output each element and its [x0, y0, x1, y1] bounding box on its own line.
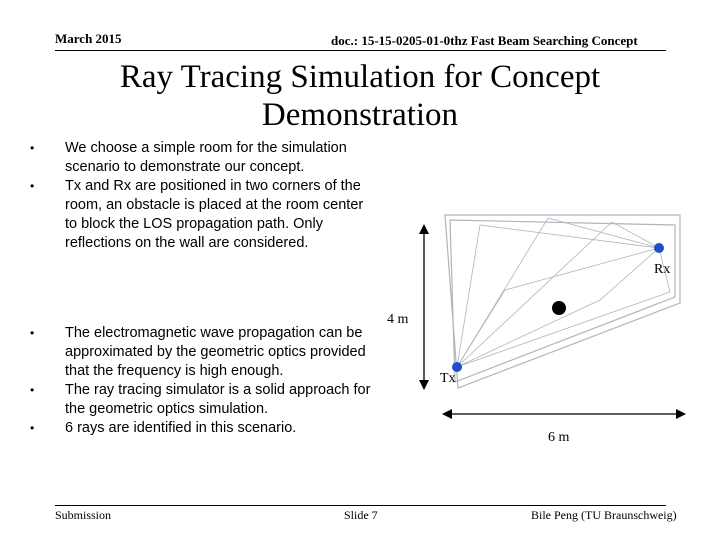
header-doc-id: doc.: 15-15-0205-01-0thz Fast Beam Searc… — [331, 33, 638, 48]
rx-label: Rx — [654, 262, 670, 277]
ray-path — [456, 247, 671, 368]
width-dimension — [442, 409, 686, 419]
bullet-text: The ray tracing simulator is a solid app… — [65, 382, 371, 417]
header-date: March 2015 — [55, 31, 122, 46]
bullet-item: • We choose a simple room for the simula… — [30, 139, 375, 177]
arrow-up-icon — [419, 224, 429, 234]
bullet-dot-icon: • — [30, 326, 35, 340]
ray-path — [456, 247, 660, 368]
ray-path — [456, 224, 660, 368]
ray-paths — [456, 217, 671, 368]
header-divider — [55, 50, 666, 51]
arrow-down-icon — [419, 380, 429, 390]
bullet-text: The electromagnetic wave propagation can… — [65, 325, 366, 379]
bullet-text: Tx and Rx are positioned in two corners … — [65, 178, 364, 251]
arrow-right-icon — [676, 409, 686, 419]
room-outline-inner — [449, 219, 676, 383]
bullet-dot-icon: • — [30, 421, 35, 435]
bullet-text: 6 rays are identified in this scenario. — [65, 420, 297, 436]
bullet-text: We choose a simple room for the simulati… — [65, 140, 347, 175]
bullet-list-bottom: • The electromagnetic wave propagation c… — [30, 324, 375, 438]
bullet-dot-icon: • — [30, 179, 35, 193]
footer-author: Bile Peng (TU Braunschweig) — [531, 508, 677, 522]
bullet-item: • Tx and Rx are positioned in two corner… — [30, 177, 375, 253]
bullet-item: • 6 rays are identified in this scenario… — [30, 419, 375, 438]
arrow-left-icon — [442, 409, 452, 419]
bullet-dot-icon: • — [30, 383, 35, 397]
bullet-dot-icon: • — [30, 141, 35, 155]
slide-title: Ray Tracing Simulation for Concept Demon… — [119, 59, 601, 133]
rx-antenna — [654, 243, 664, 253]
height-dimension — [419, 224, 429, 390]
obstacle — [552, 301, 566, 315]
width-label: 6 m — [548, 430, 570, 445]
ray-path — [456, 247, 660, 368]
ray-path — [456, 217, 660, 368]
bullet-item: • The ray tracing simulator is a solid a… — [30, 381, 375, 419]
bullet-item: • The electromagnetic wave propagation c… — [30, 324, 375, 381]
tx-label: Tx — [440, 371, 456, 386]
footer-submission: Submission — [55, 508, 112, 522]
footer-divider — [55, 505, 666, 506]
footer-slide-number: Slide 7 — [344, 508, 378, 522]
tx-antenna — [452, 362, 462, 372]
room-outline — [444, 214, 681, 389]
room-walls — [444, 214, 681, 389]
bullet-list-top: • We choose a simple room for the simula… — [30, 139, 375, 253]
height-label: 4 m — [387, 312, 409, 327]
ray-path — [456, 221, 660, 368]
